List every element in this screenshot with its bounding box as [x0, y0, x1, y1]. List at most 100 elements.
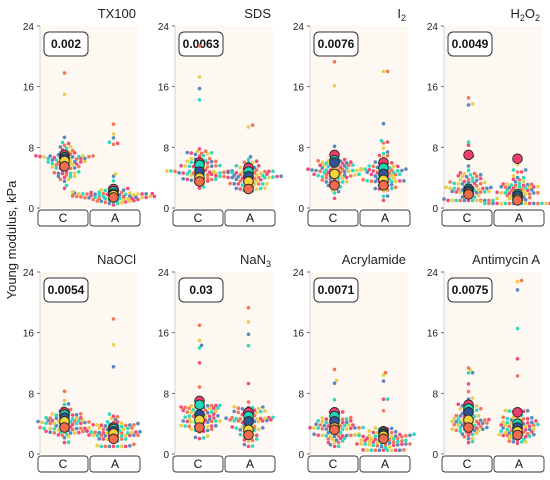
data-point [476, 421, 481, 426]
data-point [466, 198, 471, 203]
data-point [483, 418, 487, 422]
data-point [363, 438, 367, 443]
category-box [89, 455, 141, 473]
mean-marker [108, 192, 119, 203]
data-point [107, 201, 112, 206]
data-point [332, 397, 337, 402]
data-point [503, 430, 508, 435]
data-point [487, 189, 491, 194]
data-point [64, 173, 69, 177]
mean-marker [329, 157, 340, 168]
data-point [197, 323, 202, 328]
data-point [521, 175, 526, 180]
data-point [226, 175, 230, 180]
data-point [95, 443, 99, 448]
data-point [42, 426, 46, 431]
data-point [474, 408, 479, 413]
data-point [536, 191, 540, 195]
data-point [466, 103, 471, 107]
data-point [466, 440, 471, 445]
data-point [68, 144, 73, 149]
data-point [81, 429, 85, 434]
data-point [458, 426, 463, 430]
data-point [472, 171, 477, 176]
data-point [381, 198, 386, 203]
data-point [75, 194, 79, 199]
data-point [267, 415, 271, 420]
data-point [351, 423, 355, 427]
mean-marker [512, 407, 523, 418]
data-point [532, 201, 536, 206]
data-point [123, 444, 128, 449]
data-point [246, 157, 251, 162]
y-tick-label: 24 [293, 22, 305, 33]
data-point [336, 444, 341, 449]
data-point [79, 416, 83, 420]
data-point [197, 75, 202, 79]
y-tick-label: 8 [298, 389, 304, 400]
y-tick-label: 8 [28, 143, 34, 154]
p-value-text: 0.0063 [183, 37, 220, 51]
data-point [209, 164, 214, 168]
data-point [189, 404, 194, 408]
data-point [349, 174, 353, 178]
y-tick-label: 0 [298, 450, 304, 461]
data-point [523, 186, 528, 190]
data-point [185, 159, 190, 164]
mean-marker [329, 424, 340, 435]
data-point [396, 439, 400, 444]
data-point [209, 424, 214, 428]
data-point [189, 157, 194, 161]
mean-markers-C [194, 157, 205, 187]
data-point [95, 423, 99, 427]
data-point [34, 154, 38, 158]
data-point [511, 440, 516, 444]
category-label: A [515, 457, 523, 471]
data-point [107, 444, 112, 449]
y-tick-label: 0 [163, 450, 169, 461]
data-point [119, 437, 124, 441]
mean-marker [194, 176, 205, 187]
data-point [214, 424, 218, 428]
data-point [391, 164, 396, 169]
category-label: A [246, 457, 254, 471]
data-point [326, 440, 331, 445]
data-point [232, 405, 236, 409]
data-point [279, 174, 283, 178]
data-point [62, 440, 67, 445]
data-point [205, 434, 210, 438]
data-point [87, 420, 91, 424]
data-point [521, 183, 526, 188]
data-point [398, 432, 402, 437]
data-point [355, 168, 359, 173]
data-point [212, 416, 216, 420]
data-point [209, 159, 214, 164]
data-point [412, 432, 416, 437]
data-point [495, 201, 499, 206]
y-tick-label: 16 [427, 83, 439, 94]
data-point [404, 442, 408, 446]
category-label: C [329, 457, 338, 471]
data-point [332, 440, 337, 445]
data-point [389, 183, 394, 187]
data-point [532, 427, 536, 431]
data-point [312, 426, 316, 430]
data-point [485, 425, 489, 430]
mean-markers-C [463, 399, 474, 433]
data-point [371, 440, 376, 444]
data-point [197, 186, 202, 190]
data-point [454, 190, 459, 194]
y-tick-label: 24 [158, 268, 170, 279]
data-point [250, 160, 255, 165]
swarm-A [353, 370, 416, 453]
data-point [466, 436, 471, 441]
data-point [379, 138, 384, 143]
data-point [389, 186, 394, 191]
data-point [62, 175, 67, 180]
data-point [470, 198, 475, 203]
data-point [246, 439, 251, 444]
data-point [332, 196, 337, 201]
data-point [128, 194, 132, 198]
data-point [385, 140, 390, 144]
data-point [363, 442, 367, 446]
